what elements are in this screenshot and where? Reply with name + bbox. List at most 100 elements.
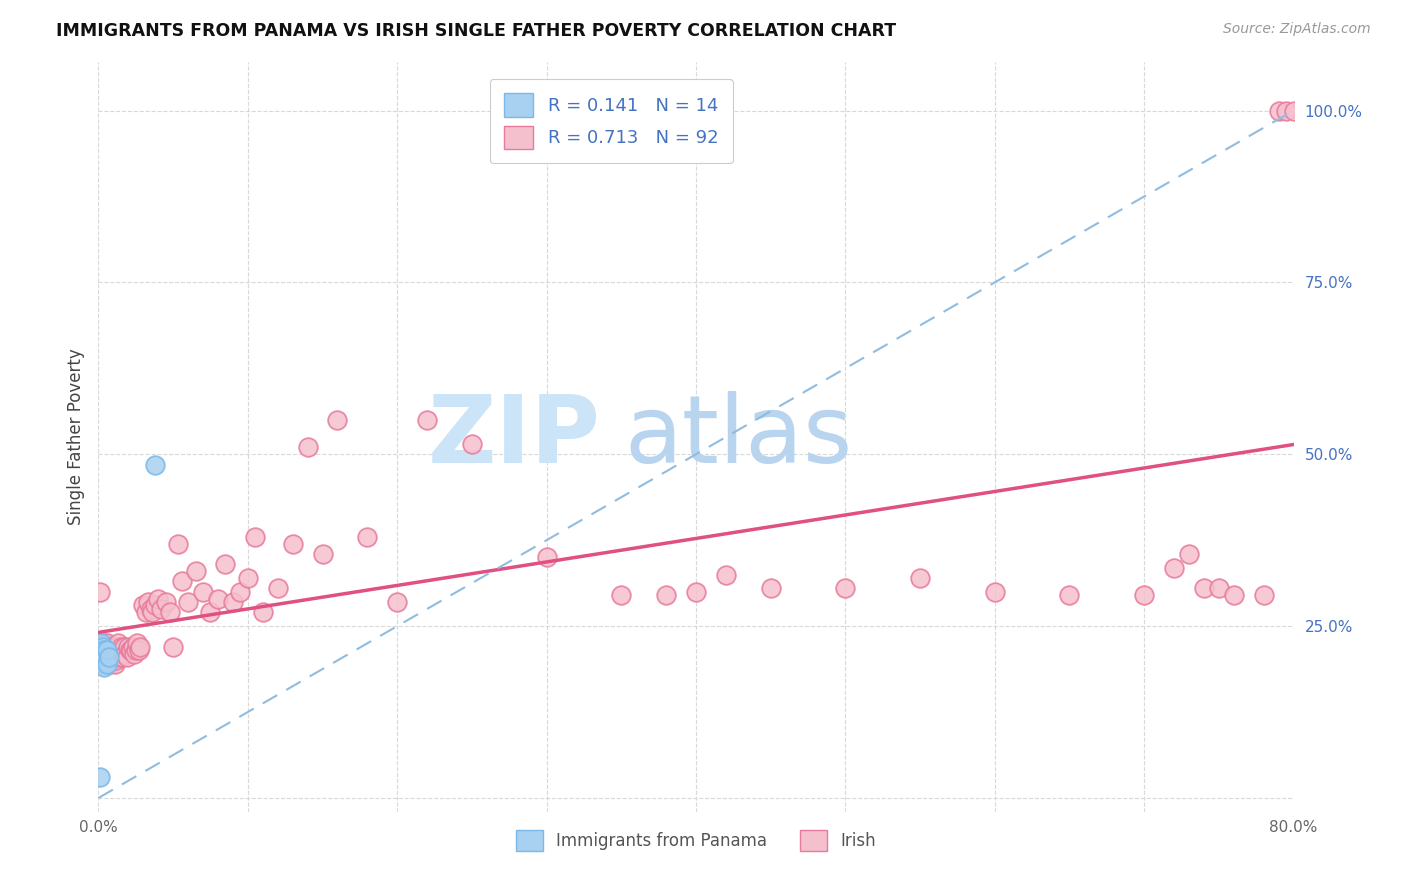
Point [118, 643, 141, 657]
Point [136, 595, 159, 609]
Point [115, 650, 138, 665]
Point [110, 647, 132, 661]
Point [101, 650, 124, 665]
Point [114, 647, 136, 661]
Point [1267, 103, 1289, 118]
Point [90, 636, 112, 650]
Point [96, 636, 118, 650]
Point [214, 558, 236, 572]
Point [89, 584, 111, 599]
Point [245, 530, 267, 544]
Point [93, 636, 115, 650]
Point [236, 571, 259, 585]
Point [311, 547, 333, 561]
Point [112, 640, 135, 654]
Point [98, 657, 122, 671]
Point [94, 647, 117, 661]
Point [128, 643, 150, 657]
Point [416, 413, 439, 427]
Point [129, 640, 152, 654]
Point [1275, 103, 1298, 118]
Point [1059, 588, 1081, 602]
Point [107, 647, 129, 661]
Point [93, 647, 115, 661]
Point [326, 413, 349, 427]
Point [1133, 588, 1156, 602]
Point [124, 647, 146, 661]
Point [200, 606, 222, 620]
Point [281, 536, 304, 550]
Point [252, 606, 274, 620]
Point [111, 650, 134, 665]
Point [97, 650, 120, 665]
Point [98, 640, 122, 654]
Point [143, 458, 166, 472]
Point [297, 441, 319, 455]
Point [1282, 103, 1305, 118]
Point [90, 643, 112, 657]
Point [96, 643, 118, 657]
Point [89, 770, 111, 784]
Point [148, 591, 170, 606]
Point [91, 657, 114, 671]
Point [117, 640, 139, 654]
Point [93, 660, 115, 674]
Point [984, 584, 1007, 599]
Point [105, 640, 128, 654]
Point [685, 584, 707, 599]
Point [1253, 588, 1275, 602]
Point [110, 640, 132, 654]
Point [356, 530, 378, 544]
Point [96, 657, 118, 671]
Text: ZIP: ZIP [427, 391, 600, 483]
Point [111, 643, 134, 657]
Point [759, 582, 782, 596]
Point [655, 588, 678, 602]
Legend: Immigrants from Panama, Irish: Immigrants from Panama, Irish [508, 822, 884, 860]
Point [461, 437, 484, 451]
Y-axis label: Single Father Poverty: Single Father Poverty [67, 349, 86, 525]
Point [184, 564, 207, 578]
Text: atlas: atlas [624, 391, 852, 483]
Point [104, 657, 127, 671]
Point [166, 536, 188, 550]
Point [91, 650, 114, 665]
Point [229, 584, 252, 599]
Point [105, 653, 128, 667]
Point [834, 582, 856, 596]
Point [94, 650, 117, 665]
Point [103, 650, 125, 665]
Point [93, 643, 115, 657]
Point [121, 640, 143, 654]
Point [103, 640, 125, 654]
Point [127, 636, 149, 650]
Point [222, 595, 245, 609]
Point [132, 599, 155, 613]
Point [610, 588, 633, 602]
Point [1178, 547, 1201, 561]
Point [1192, 582, 1215, 596]
Text: Source: ZipAtlas.com: Source: ZipAtlas.com [1223, 22, 1371, 37]
Point [1208, 582, 1230, 596]
Point [536, 550, 558, 565]
Point [150, 602, 173, 616]
Point [1163, 560, 1185, 574]
Point [1223, 588, 1246, 602]
Point [385, 595, 409, 609]
Point [101, 647, 124, 661]
Point [97, 643, 120, 657]
Point [97, 650, 120, 665]
Point [104, 643, 127, 657]
Point [155, 595, 177, 609]
Point [267, 582, 290, 596]
Point [177, 595, 200, 609]
Point [908, 571, 931, 585]
Point [91, 640, 114, 654]
Point [143, 599, 166, 613]
Point [90, 643, 112, 657]
Point [125, 643, 148, 657]
Text: IMMIGRANTS FROM PANAMA VS IRISH SINGLE FATHER POVERTY CORRELATION CHART: IMMIGRANTS FROM PANAMA VS IRISH SINGLE F… [56, 22, 897, 40]
Point [139, 602, 162, 616]
Point [96, 657, 118, 671]
Point [172, 574, 194, 589]
